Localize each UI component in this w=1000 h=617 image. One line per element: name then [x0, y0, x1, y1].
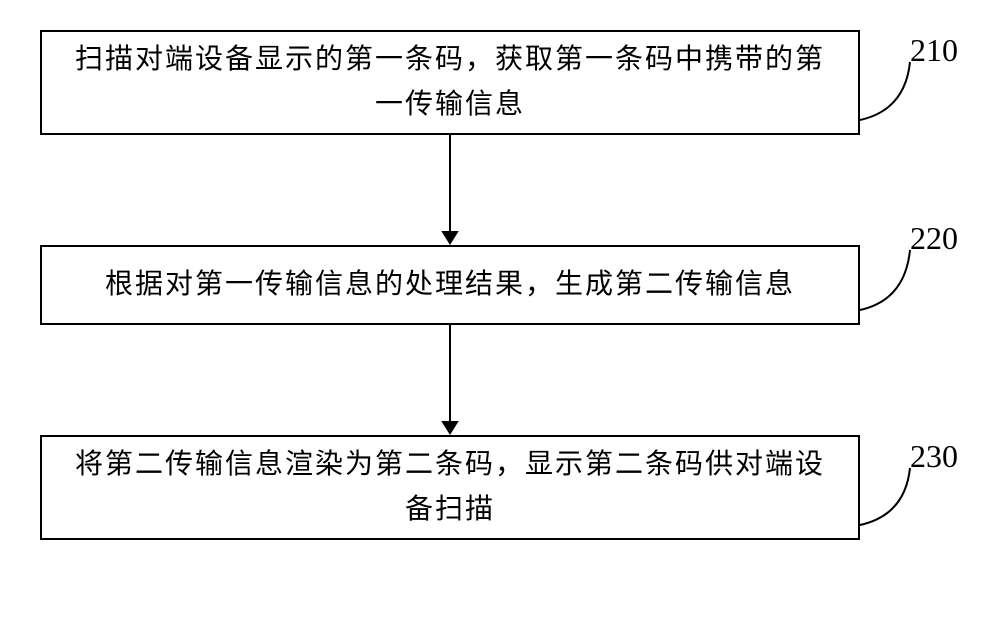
step-label-220: 220: [910, 220, 958, 257]
flow-step-1: 扫描对端设备显示的第一条码，获取第一条码中携带的第一传输信息: [40, 30, 860, 135]
step-label-230: 230: [910, 438, 958, 475]
flow-step-3-text: 将第二传输信息渲染为第二条码，显示第二条码供对端设备扫描: [62, 443, 838, 533]
flow-step-2: 根据对第一传输信息的处理结果，生成第二传输信息: [40, 245, 860, 325]
step-label-210: 210: [910, 32, 958, 69]
flow-step-1-text: 扫描对端设备显示的第一条码，获取第一条码中携带的第一传输信息: [62, 38, 838, 128]
flow-step-2-text: 根据对第一传输信息的处理结果，生成第二传输信息: [105, 263, 795, 308]
flow-step-3: 将第二传输信息渲染为第二条码，显示第二条码供对端设备扫描: [40, 435, 860, 540]
